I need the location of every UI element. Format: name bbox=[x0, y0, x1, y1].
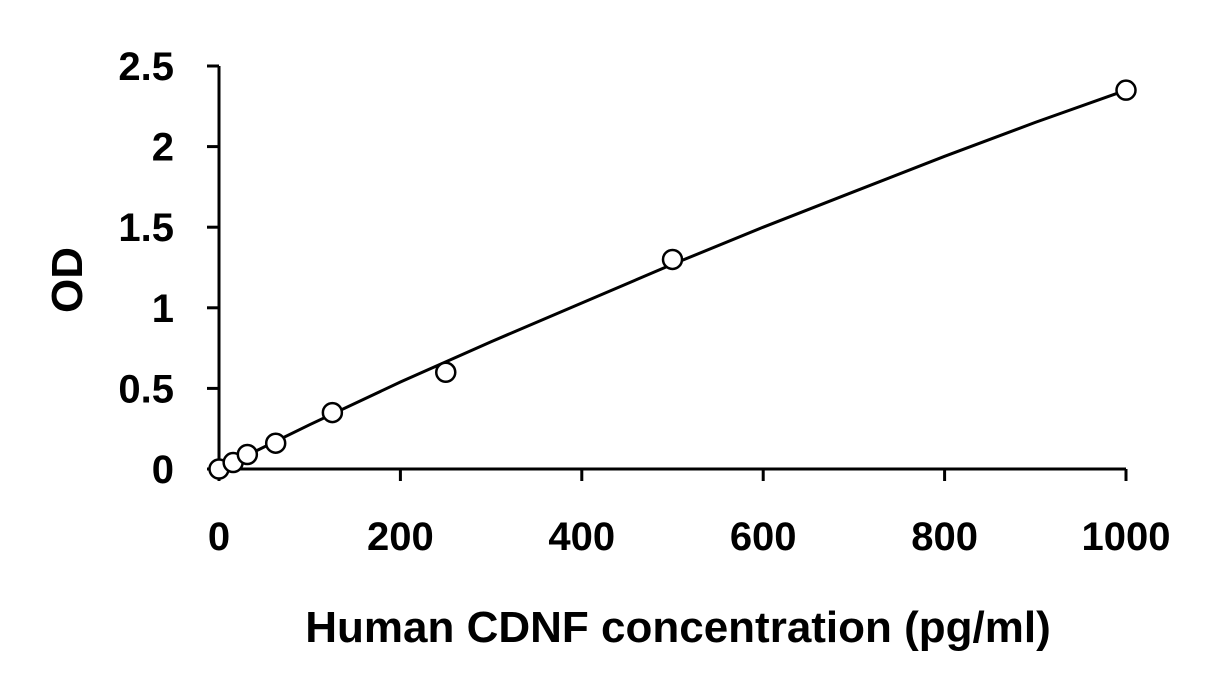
x-tick-label: 800 bbox=[911, 515, 978, 559]
x-axis-title: Human CDNF concentration (pg/ml) bbox=[305, 603, 1051, 652]
y-tick-label: 0 bbox=[152, 448, 174, 492]
y-tick-label: 1.5 bbox=[118, 206, 174, 250]
data-point bbox=[435, 361, 457, 384]
ticks: 0 0.5 1 1.5 2 2.5 0 200 400 600 800 1000 bbox=[118, 45, 1170, 559]
axes bbox=[217, 66, 1126, 471]
x-tick-label: 400 bbox=[548, 515, 615, 559]
data-point bbox=[1115, 79, 1137, 101]
x-tick-label: 600 bbox=[730, 515, 797, 559]
y-tick-label: 2.5 bbox=[118, 45, 174, 89]
x-tick-label: 0 bbox=[208, 515, 230, 559]
fit-curve-line bbox=[218, 88, 1127, 471]
y-tick-label: 1 bbox=[152, 287, 174, 331]
data-point bbox=[236, 443, 259, 466]
x-tick-label: 1000 bbox=[1082, 515, 1171, 559]
x-tick-label: 200 bbox=[367, 515, 434, 559]
data-point bbox=[661, 248, 684, 271]
fit-curve-layer bbox=[218, 88, 1127, 471]
y-tick-label: 0.5 bbox=[118, 367, 174, 411]
y-tick-label: 2 bbox=[152, 126, 174, 170]
data-point bbox=[321, 401, 344, 424]
data-point bbox=[264, 432, 287, 454]
y-axis-title: OD bbox=[43, 247, 92, 313]
data-points bbox=[208, 79, 1137, 480]
